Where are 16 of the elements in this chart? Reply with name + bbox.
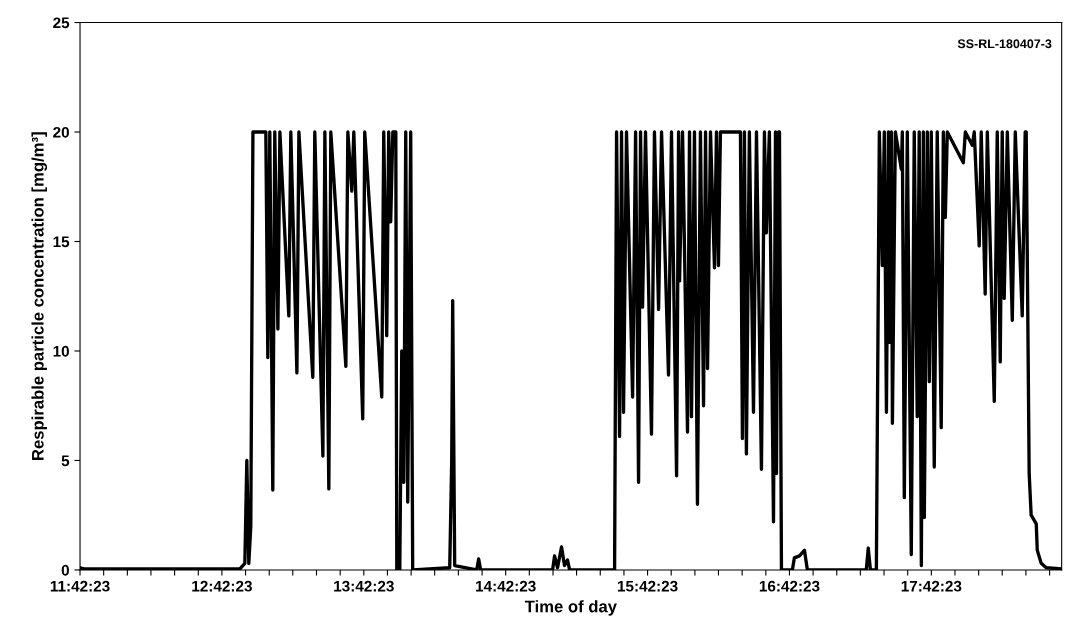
annotation: SS-RL-180407-3 xyxy=(957,39,1052,49)
x-tick-label: 13:42:23 xyxy=(334,580,394,592)
x-axis-title: Time of day xyxy=(524,600,617,616)
y-tick-label: 15 xyxy=(53,236,70,248)
x-tick-label: 17:42:23 xyxy=(901,580,962,592)
y-tick-label: 0 xyxy=(61,564,69,576)
x-tick-label: 15:42:23 xyxy=(617,580,678,592)
y-tick-label: 25 xyxy=(53,17,70,29)
y-tick-label: 10 xyxy=(53,345,69,357)
x-tick-label: 14:42:23 xyxy=(476,580,536,592)
x-tick-label: 16:42:23 xyxy=(759,580,820,592)
y-axis-title: Respirable particle concentration [mg/m³] xyxy=(31,132,48,460)
x-tick-label: 11:42:23 xyxy=(50,580,110,592)
y-tick-label: 5 xyxy=(61,455,70,467)
y-tick-label: 20 xyxy=(53,126,69,138)
x-tick-label: 12:42:23 xyxy=(192,580,252,592)
